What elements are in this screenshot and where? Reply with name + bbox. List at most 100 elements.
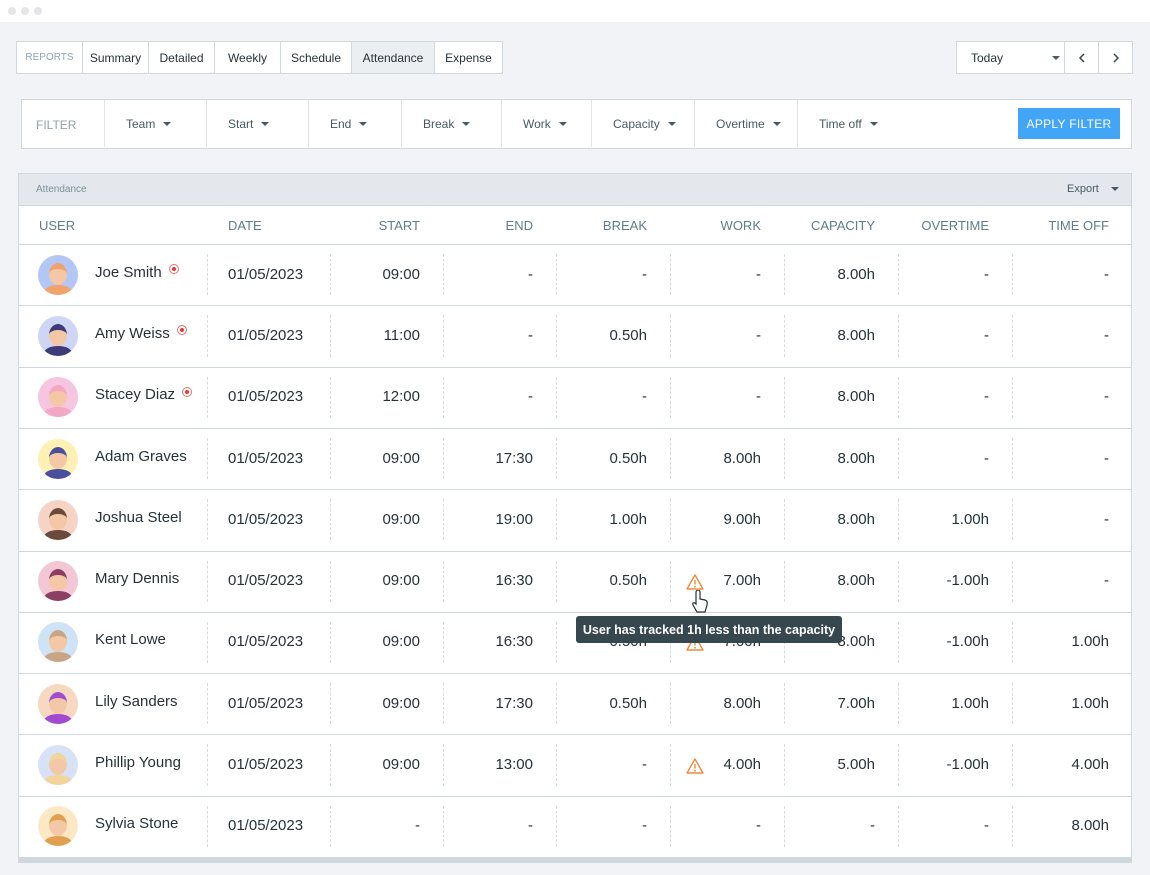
caret: [1052, 56, 1060, 60]
filter-dropdown[interactable]: Team: [104, 100, 206, 147]
filter-dropdown[interactable]: Work: [501, 100, 591, 147]
avatar: [38, 377, 78, 418]
avatar-body: [44, 284, 72, 295]
user-name: Joe Smith: [95, 264, 179, 281]
cell-separator: [443, 805, 444, 847]
cell-date: 01/05/2023: [228, 756, 304, 774]
filter-dropdown[interactable]: Break: [401, 100, 501, 147]
export-button[interactable]: Export: [1067, 183, 1119, 195]
cell-overtime: -1.00h: [946, 633, 989, 651]
cell-separator: [784, 376, 785, 418]
cell-separator: [330, 315, 331, 357]
filter-dropdown[interactable]: Start: [206, 100, 308, 147]
cell-overtime: -1.00h: [946, 572, 989, 590]
cell-date: 01/05/2023: [228, 694, 304, 712]
user-name-text: Lily Sanders: [95, 692, 178, 710]
avatar-body: [44, 345, 72, 356]
column-header: TIME OFF: [1048, 218, 1109, 233]
cell-start: 09:00: [382, 694, 420, 712]
filter-label: Work: [523, 116, 551, 131]
prev-button[interactable]: [1064, 41, 1099, 74]
cell-time-off: 8.00h: [1071, 817, 1109, 835]
cell-time-off: -: [1104, 572, 1109, 590]
cell-capacity: 7.00h: [837, 694, 875, 712]
cell-separator: [330, 376, 331, 418]
cell-capacity: 8.00h: [837, 265, 875, 283]
avatar: [38, 622, 78, 663]
cell-separator: [207, 621, 208, 664]
cell-start: 09:00: [382, 633, 420, 651]
cell-date: 01/05/2023: [228, 326, 304, 344]
avatar-head: [49, 691, 67, 714]
export-label: Export: [1067, 183, 1099, 195]
row-divider: [18, 427, 1132, 429]
avatar-body: [44, 529, 72, 540]
cell-date: 01/05/2023: [228, 388, 304, 406]
cell-separator: [670, 744, 671, 786]
window-dot: [8, 7, 16, 15]
row-divider: [18, 244, 1132, 245]
cell-end: 16:30: [495, 633, 533, 651]
tab[interactable]: Attendance: [351, 41, 435, 74]
filter-dropdown[interactable]: Overtime: [694, 100, 797, 147]
filter-dropdown[interactable]: End: [308, 100, 401, 147]
tab[interactable]: Summary: [82, 41, 149, 74]
cell-separator: [1012, 744, 1013, 786]
filter-dropdown[interactable]: Time off: [797, 100, 900, 147]
cell-capacity: 8.00h: [837, 510, 875, 528]
user-name-text: Joe Smith: [95, 263, 162, 281]
next-icon: [1112, 52, 1119, 63]
cell-separator: [207, 376, 208, 418]
live-indicator: [182, 386, 193, 397]
cell-separator: [207, 560, 208, 602]
cell-separator: [556, 805, 557, 847]
tab[interactable]: Weekly: [214, 41, 281, 74]
cell-separator: [898, 315, 899, 357]
cell-separator: [207, 254, 208, 296]
user-name-text: Stacey Diaz: [95, 386, 176, 404]
next-button[interactable]: [1098, 41, 1133, 74]
filter-label: Capacity: [613, 116, 660, 131]
avatar-body: [44, 652, 72, 663]
user-name-text: Amy Weiss: [95, 324, 170, 342]
cell-break: 0.50h: [609, 572, 647, 590]
avatar-head: [49, 630, 67, 653]
caret: [462, 121, 471, 126]
filter-label: Break: [423, 116, 455, 131]
cell-separator: [898, 805, 899, 847]
cell-separator: [556, 621, 557, 664]
cell-overtime: -: [984, 265, 989, 283]
date-picker[interactable]: Today: [956, 41, 1065, 74]
cell-end: -: [528, 817, 533, 835]
column-header: BREAK: [602, 218, 647, 233]
caret: [869, 121, 878, 126]
caret: [359, 121, 368, 126]
scrollbar: [18, 858, 1132, 863]
cell-separator: [1012, 437, 1013, 480]
cell-end: -: [528, 388, 533, 406]
caret: [163, 121, 172, 126]
cell-start: 09:00: [382, 756, 420, 774]
cell-separator: [670, 376, 671, 418]
apply-filter-button[interactable]: APPLY FILTER: [1018, 108, 1120, 139]
caret: [1110, 187, 1119, 191]
cell-separator: [443, 499, 444, 541]
tab[interactable]: Expense: [434, 41, 503, 74]
cell-separator: [443, 744, 444, 786]
cell-separator: [330, 499, 331, 541]
cell-separator: [443, 560, 444, 602]
cell-separator: [784, 560, 785, 602]
cell-separator: [556, 683, 557, 725]
avatar-head: [49, 323, 67, 346]
tab[interactable]: Schedule: [280, 41, 352, 74]
filter-dropdown[interactable]: Capacity: [591, 100, 694, 147]
cell-work: 4.00h: [723, 756, 761, 774]
tab[interactable]: Detailed: [148, 41, 215, 74]
user-name-text: Phillip Young: [95, 754, 181, 772]
cell-separator: [556, 437, 557, 480]
user-name-text: Adam Graves: [95, 447, 187, 465]
avatar-head: [49, 446, 67, 469]
avatar: [38, 499, 78, 540]
cell-separator: [670, 560, 671, 602]
